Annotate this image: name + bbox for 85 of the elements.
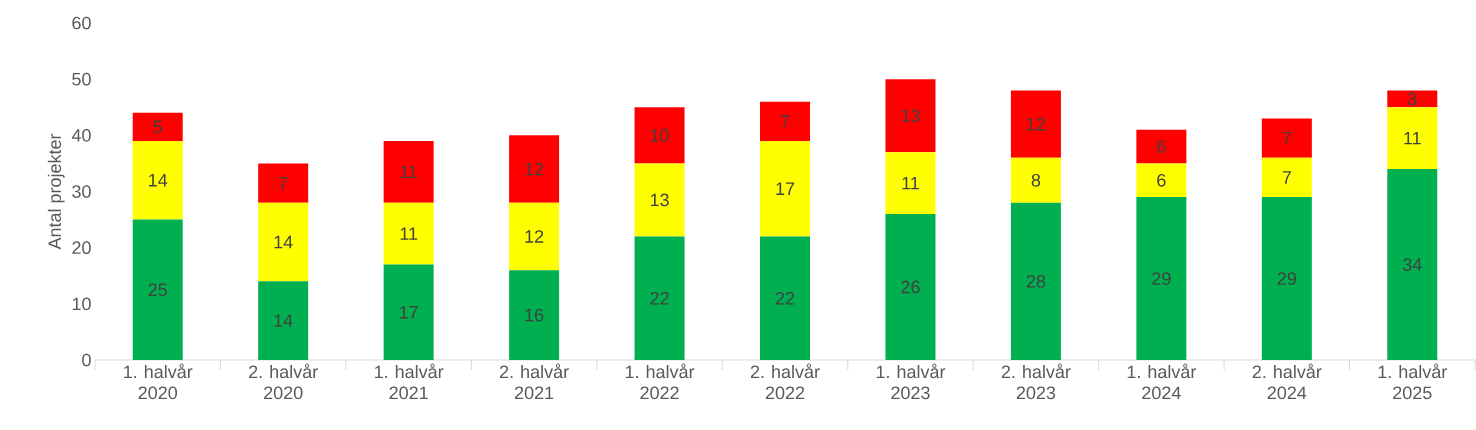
data-label: 13 [901,109,920,123]
data-label: 7 [1282,131,1291,145]
bar [383,140,434,203]
bar [1261,197,1312,360]
data-label: 8 [1031,173,1041,187]
data-label: 10 [650,128,669,142]
data-label: 3 [1407,92,1417,106]
bar [885,213,936,360]
bar [258,163,309,203]
bar [1387,90,1438,108]
bar [885,152,936,214]
bar [1010,90,1061,158]
data-label: 13 [650,193,669,207]
data-label: 12 [1027,117,1046,131]
x-tick-label: 1. halvår 2022 [625,363,695,400]
data-label: 14 [274,314,293,327]
bar [760,236,811,360]
x-tick-label: 2. halvår 2023 [1001,363,1071,400]
x-tick-label: 2. halvår 2020 [249,363,318,400]
data-label: 7 [279,176,288,190]
bar [509,135,560,203]
data-label: 22 [650,291,669,305]
data-label: 29 [1277,272,1296,285]
y-tick-label: 40 [71,128,91,142]
bar [1136,163,1187,198]
bar [1010,202,1061,360]
x-tick-label: 1. halvår 2020 [124,363,193,400]
data-label: 26 [901,280,920,294]
x-tick-label: 2. halvår 2024 [1252,363,1322,400]
y-axis-title: Antal projekter [47,133,65,250]
bar [1136,197,1187,360]
data-label: 28 [1026,275,1046,288]
bar [885,79,936,153]
data-label: 12 [525,162,544,176]
data-label: 25 [148,283,167,297]
data-label: 29 [1152,272,1171,285]
bar [383,264,434,360]
bar [1387,107,1438,170]
data-label: 17 [400,306,418,319]
bar [509,202,560,271]
x-tick-label: 2. halvår 2021 [499,363,569,400]
bar [258,202,309,282]
bar [760,101,811,141]
data-label: 14 [149,174,168,187]
bar [509,270,560,360]
bar [1136,129,1187,164]
data-label: 6 [1157,140,1166,153]
data-label: 16 [525,308,544,322]
bar [132,112,183,141]
x-tick-label: 1. halvår 2021 [375,363,444,400]
x-tick-label: 1. halvår 2024 [1127,363,1197,400]
x-tick-label: 2. halvår 2022 [750,363,820,400]
bar [1261,118,1312,158]
x-tick-label: 1. halvår 2023 [876,363,946,400]
y-tick-label: 20 [72,241,91,255]
y-tick-label: 60 [72,16,91,30]
y-tick-label: 30 [72,185,91,198]
data-label: 7 [1282,171,1291,184]
bar [1387,169,1438,360]
data-label: 11 [1404,131,1421,145]
data-label: 11 [902,176,919,190]
data-label: 5 [153,120,162,134]
bar [258,281,309,360]
bar [760,140,811,237]
y-tick-label: 0 [82,353,91,367]
data-label: 22 [775,291,795,305]
bar [1261,157,1312,198]
y-tick-label: 50 [72,72,91,86]
data-label: 14 [274,235,293,249]
bar [634,163,685,237]
bar [1010,157,1061,203]
data-label: 11 [400,165,418,179]
bar [132,219,183,360]
bar [634,236,685,360]
bar [634,107,685,164]
data-label: 12 [525,230,544,243]
data-label: 17 [776,182,795,195]
data-label: 7 [780,115,790,128]
y-tick-label: 10 [72,297,91,311]
x-tick-label: 1. halvår 2025 [1378,363,1447,400]
bar [383,202,434,265]
bar [132,140,183,220]
data-label: 11 [400,227,418,240]
data-label: 34 [1402,258,1422,271]
data-label: 6 [1157,173,1166,187]
